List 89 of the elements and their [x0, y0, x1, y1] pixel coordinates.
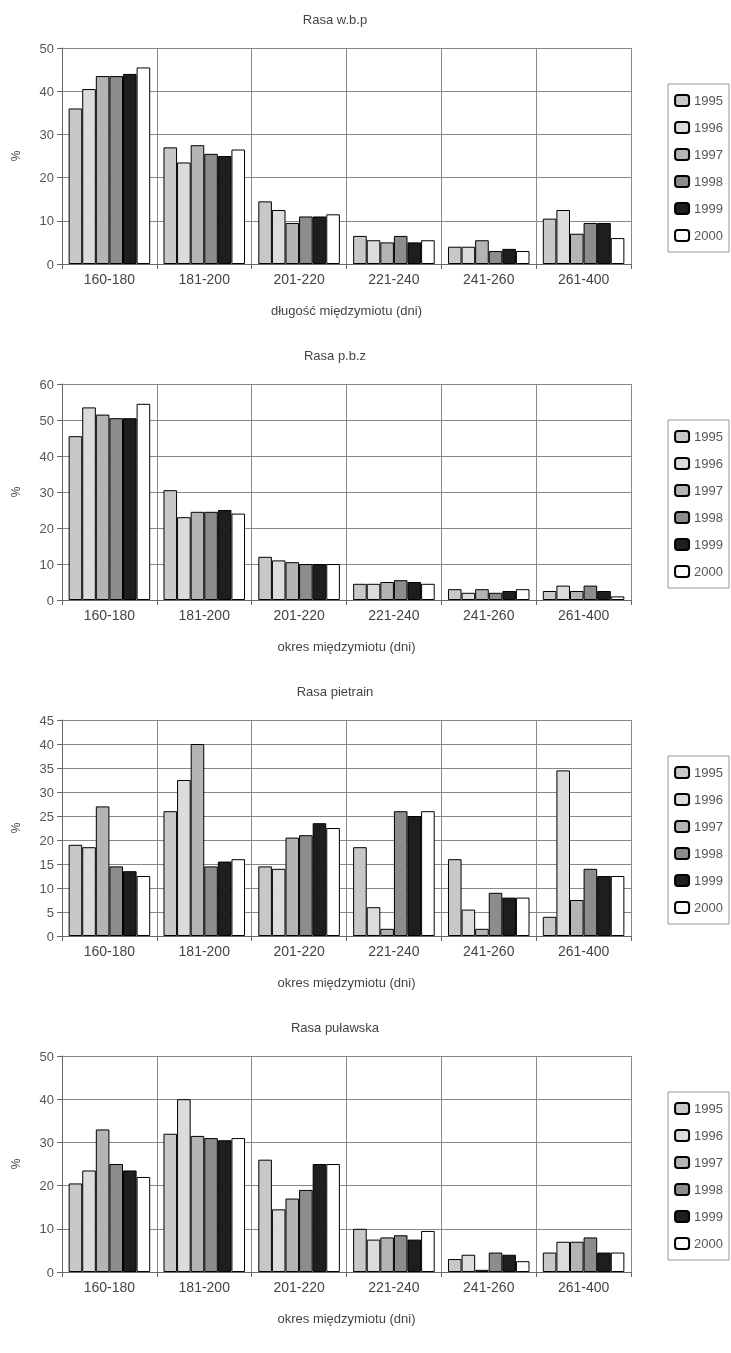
- x-tick-label: 181-200: [178, 271, 231, 287]
- y-tick-label: 10: [39, 213, 54, 229]
- x-tick-label: 241-260: [463, 1279, 515, 1295]
- y-tick-label: 0: [46, 256, 54, 272]
- y-tick-label: 0: [46, 928, 54, 944]
- legend-label: 2000: [694, 228, 723, 243]
- y-tick-label: 45: [39, 712, 54, 728]
- chart-title: Rasa p.b.z: [303, 348, 367, 363]
- chart-title: Rasa puławska: [290, 1020, 380, 1035]
- legend-label: 1999: [694, 201, 723, 216]
- x-tick-label: 160-180: [83, 271, 136, 287]
- y-tick-label: 40: [39, 448, 54, 464]
- legend-label: 1996: [694, 456, 723, 471]
- y-tick-label: 50: [39, 1048, 54, 1064]
- x-tick-label: 241-260: [463, 607, 515, 623]
- y-tick-label: 20: [39, 520, 54, 536]
- x-tick-label: 201-220: [273, 607, 325, 623]
- y-tick-label: 10: [39, 1221, 54, 1237]
- legend-label: 1995: [694, 429, 723, 444]
- legend-label: 1998: [694, 510, 723, 525]
- y-tick-label: 40: [39, 736, 54, 752]
- legend-label: 2000: [694, 900, 723, 915]
- x-tick-label: 160-180: [83, 943, 136, 959]
- y-tick-label: 10: [39, 880, 54, 896]
- y-tick-label: 10: [39, 556, 54, 572]
- x-tick-label: 160-180: [83, 1279, 136, 1295]
- x-tick-label: 181-200: [178, 1279, 231, 1295]
- x-tick-label: 181-200: [178, 607, 231, 623]
- legend-label: 1999: [694, 873, 723, 888]
- y-tick-label: 60: [39, 376, 54, 392]
- y-tick-label: 40: [39, 1091, 54, 1107]
- x-tick-label: 241-260: [463, 271, 515, 287]
- chart-title: Rasa w.b.p: [302, 12, 368, 27]
- y-tick-label: 0: [46, 1264, 54, 1280]
- y-tick-label: 30: [39, 126, 54, 142]
- legend-label: 1997: [694, 147, 723, 162]
- x-tick-label: 221-240: [368, 1279, 420, 1295]
- x-tick-label: 181-200: [178, 943, 231, 959]
- x-tick-label: 160-180: [83, 607, 136, 623]
- y-tick-label: 15: [39, 856, 54, 872]
- legend-label: 1999: [694, 1209, 723, 1224]
- y-tick-label: 25: [39, 808, 54, 824]
- y-axis-title: %: [9, 822, 23, 834]
- y-tick-label: 20: [39, 1178, 54, 1194]
- y-tick-label: 40: [39, 83, 54, 99]
- x-axis-title: okres międzymiotu (dni): [277, 639, 416, 654]
- legend-label: 1995: [694, 765, 723, 780]
- x-tick-label: 201-220: [273, 1279, 325, 1295]
- x-axis-title: okres międzymiotu (dni): [277, 1311, 416, 1326]
- y-tick-label: 30: [39, 484, 54, 500]
- y-tick-label: 50: [39, 40, 54, 56]
- y-tick-label: 30: [39, 1134, 54, 1150]
- y-tick-label: 35: [39, 760, 54, 776]
- y-tick-label: 20: [39, 832, 54, 848]
- y-tick-label: 5: [46, 904, 54, 920]
- x-tick-label: 221-240: [368, 607, 420, 623]
- y-axis-title: %: [9, 150, 23, 162]
- legend-label: 1998: [694, 1182, 723, 1197]
- y-tick-label: 0: [46, 592, 54, 608]
- legend-label: 1999: [694, 537, 723, 552]
- y-axis-title: %: [9, 486, 23, 498]
- legend-label: 1996: [694, 792, 723, 807]
- legend-label: 1997: [694, 819, 723, 834]
- y-axis-title: %: [9, 1158, 23, 1170]
- legend-label: 1998: [694, 174, 723, 189]
- x-tick-label: 261-400: [557, 1279, 610, 1295]
- legend-label: 1997: [694, 1155, 723, 1170]
- x-axis-title: długość międzymiotu (dni): [270, 303, 423, 318]
- x-tick-label: 261-400: [557, 271, 610, 287]
- legend-label: 2000: [694, 564, 723, 579]
- x-tick-label: 221-240: [368, 943, 420, 959]
- legend-label: 1995: [694, 1101, 723, 1116]
- legend-label: 1996: [694, 120, 723, 135]
- x-tick-label: 261-400: [557, 943, 610, 959]
- legend-label: 1998: [694, 846, 723, 861]
- chart-title: Rasa pietrain: [296, 684, 374, 699]
- legend-label: 2000: [694, 1236, 723, 1251]
- legend-label: 1997: [694, 483, 723, 498]
- x-axis-title: okres międzymiotu (dni): [277, 975, 416, 990]
- x-tick-label: 201-220: [273, 271, 325, 287]
- x-tick-label: 221-240: [368, 271, 420, 287]
- x-tick-label: 201-220: [273, 943, 325, 959]
- y-tick-label: 30: [39, 784, 54, 800]
- x-tick-label: 241-260: [463, 943, 515, 959]
- legend-label: 1995: [694, 93, 723, 108]
- legend-label: 1996: [694, 1128, 723, 1143]
- y-tick-label: 20: [39, 170, 54, 186]
- x-tick-label: 261-400: [557, 607, 610, 623]
- y-tick-label: 50: [39, 412, 54, 428]
